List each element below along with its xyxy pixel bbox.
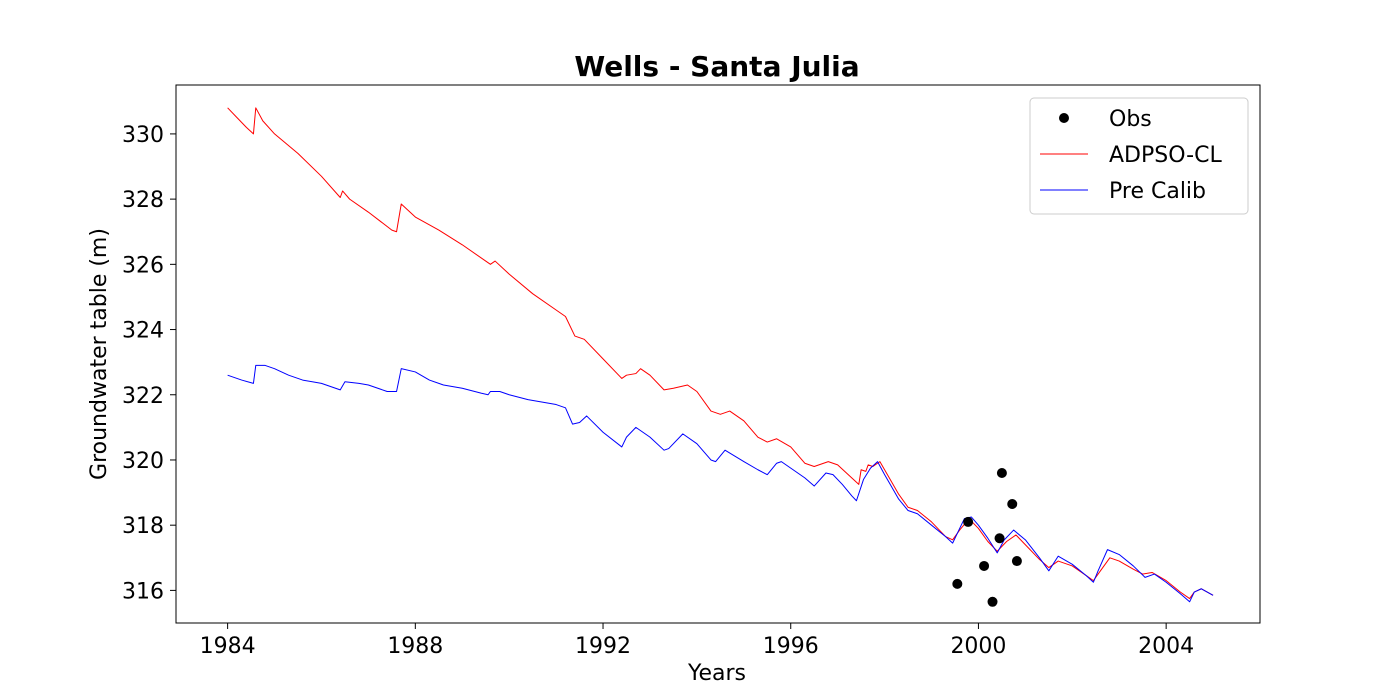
obs-point: [979, 560, 990, 571]
obs-point: [1007, 498, 1018, 509]
y-tick-label: 324: [122, 319, 164, 344]
plot-frame: [175, 84, 1261, 624]
plot-area: [175, 84, 1261, 624]
y-tick-label: 316: [122, 579, 164, 604]
x-tick-label: 2004: [1138, 634, 1194, 659]
y-tick-label: 320: [122, 449, 164, 474]
legend-label: Obs: [1109, 107, 1152, 132]
legend: Obs ADPSO-CL Pre Calib: [1029, 97, 1249, 215]
y-tick-label: 318: [122, 514, 164, 539]
y-tick-label: 328: [122, 188, 164, 213]
obs-point: [994, 533, 1005, 544]
series-line-adpso-cl: [227, 107, 1214, 600]
legend-marker-swatch: [1059, 113, 1069, 123]
series-lines: [227, 107, 1214, 603]
x-axis: 1984 1988 1992 1996 2000 2004: [200, 623, 1194, 659]
x-tick-label: 2000: [950, 634, 1006, 659]
obs-point: [963, 516, 974, 527]
legend-box: [1029, 97, 1249, 215]
x-axis-label: Years: [687, 661, 746, 686]
x-tick-label: 1992: [575, 634, 631, 659]
x-tick-label: 1984: [200, 634, 256, 659]
chart-title: Wells - Santa Julia: [574, 50, 859, 83]
obs-point: [987, 596, 998, 607]
obs-point: [952, 578, 963, 589]
obs-point: [996, 468, 1007, 479]
x-tick-label: 1996: [763, 634, 819, 659]
x-tick-label: 1988: [387, 634, 443, 659]
observation-points: [952, 468, 1022, 607]
y-tick-label: 322: [122, 384, 164, 409]
y-axis-label: Groundwater table (m): [87, 228, 112, 480]
series-line-pre-calib: [227, 364, 1214, 603]
legend-label: Pre Calib: [1109, 179, 1206, 204]
obs-point: [1011, 556, 1022, 567]
legend-label: ADPSO-CL: [1109, 143, 1222, 168]
y-axis: 316 318 320 322 324 326 328 330: [122, 123, 176, 604]
y-tick-label: 326: [122, 253, 164, 278]
y-tick-label: 330: [122, 123, 164, 148]
